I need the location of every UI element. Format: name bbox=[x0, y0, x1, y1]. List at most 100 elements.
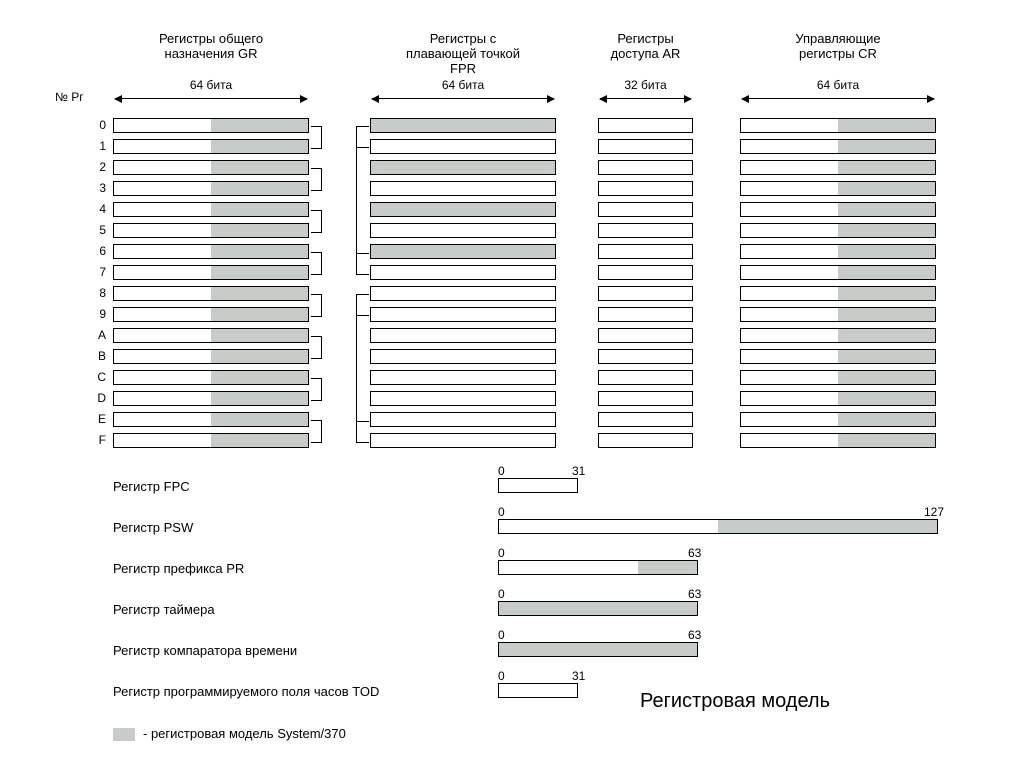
row-label-5: 5 bbox=[90, 223, 106, 237]
gr-pair-bracket-3 bbox=[311, 252, 322, 275]
gr-pair-bracket-1 bbox=[311, 168, 322, 191]
special-register-bitnum-3-1: 63 bbox=[688, 587, 701, 601]
gr-register-15 bbox=[113, 433, 309, 448]
ar-register-7 bbox=[598, 265, 693, 280]
gr-register-12 bbox=[113, 370, 309, 385]
special-register-bitnum-3-0: 0 bbox=[498, 587, 505, 601]
fpr-bit-label: 64 бита bbox=[370, 78, 556, 92]
row-label-9: 9 bbox=[90, 307, 106, 321]
special-register-label-0: Регистр FPC bbox=[113, 479, 190, 494]
row-label-14: E bbox=[90, 412, 106, 426]
ar-register-2 bbox=[598, 160, 693, 175]
cr-register-0 bbox=[740, 118, 936, 133]
gr-register-7 bbox=[113, 265, 309, 280]
special-register-bitnum-2-0: 0 bbox=[498, 546, 505, 560]
row-label-6: 6 bbox=[90, 244, 106, 258]
legend-swatch bbox=[113, 728, 135, 741]
gr-register-10 bbox=[113, 328, 309, 343]
special-register-bitnum-2-1: 63 bbox=[688, 546, 701, 560]
cr-register-7 bbox=[740, 265, 936, 280]
special-register-bitnum-0-1: 31 bbox=[572, 464, 585, 478]
fpr-group-bracket-1 bbox=[356, 147, 369, 275]
gr-pair-bracket-5 bbox=[311, 336, 322, 359]
ar-register-15 bbox=[598, 433, 693, 448]
cr-register-12 bbox=[740, 370, 936, 385]
ar-register-12 bbox=[598, 370, 693, 385]
fpr-width-arrow bbox=[372, 98, 554, 99]
fpr-register-9 bbox=[370, 307, 556, 322]
row-label-13: D bbox=[90, 391, 106, 405]
ar-register-1 bbox=[598, 139, 693, 154]
row-label-2: 2 bbox=[90, 160, 106, 174]
special-register-box-1 bbox=[498, 519, 938, 534]
special-register-bitnum-4-0: 0 bbox=[498, 628, 505, 642]
cr-register-4 bbox=[740, 202, 936, 217]
row-label-7: 7 bbox=[90, 265, 106, 279]
gr-header: Регистры общегоназначения GR bbox=[113, 32, 309, 62]
cr-register-1 bbox=[740, 139, 936, 154]
cr-register-5 bbox=[740, 223, 936, 238]
gr-register-1 bbox=[113, 139, 309, 154]
cr-width-arrow bbox=[742, 98, 934, 99]
fpr-register-13 bbox=[370, 391, 556, 406]
special-register-label-3: Регистр таймера bbox=[113, 602, 215, 617]
gr-register-13 bbox=[113, 391, 309, 406]
ar-register-11 bbox=[598, 349, 693, 364]
special-register-label-5: Регистр программируемого поля часов TOD bbox=[113, 684, 379, 699]
gr-register-9 bbox=[113, 307, 309, 322]
ar-register-0 bbox=[598, 118, 693, 133]
gr-width-arrow bbox=[115, 98, 307, 99]
gr-register-6 bbox=[113, 244, 309, 259]
cr-register-11 bbox=[740, 349, 936, 364]
fpr-register-10 bbox=[370, 328, 556, 343]
cr-register-3 bbox=[740, 181, 936, 196]
fpr-register-6 bbox=[370, 244, 556, 259]
fpr-register-4 bbox=[370, 202, 556, 217]
gr-register-4 bbox=[113, 202, 309, 217]
fpr-register-7 bbox=[370, 265, 556, 280]
gr-register-11 bbox=[113, 349, 309, 364]
ar-register-5 bbox=[598, 223, 693, 238]
gr-register-3 bbox=[113, 181, 309, 196]
special-register-label-1: Регистр PSW bbox=[113, 520, 193, 535]
special-register-label-2: Регистр префикса PR bbox=[113, 561, 244, 576]
fpr-register-11 bbox=[370, 349, 556, 364]
ar-register-3 bbox=[598, 181, 693, 196]
gr-pair-bracket-0 bbox=[311, 126, 322, 149]
gr-pair-bracket-2 bbox=[311, 210, 322, 233]
gr-pair-bracket-6 bbox=[311, 378, 322, 401]
cr-register-2 bbox=[740, 160, 936, 175]
cr-register-14 bbox=[740, 412, 936, 427]
fpr-register-8 bbox=[370, 286, 556, 301]
row-label-0: 0 bbox=[90, 118, 106, 132]
ar-header: Регистрыдоступа AR bbox=[598, 32, 693, 62]
special-register-label-4: Регистр компаратора времени bbox=[113, 643, 297, 658]
special-register-bitnum-1-0: 0 bbox=[498, 505, 505, 519]
gr-register-14 bbox=[113, 412, 309, 427]
gr-register-5 bbox=[113, 223, 309, 238]
fpr-register-12 bbox=[370, 370, 556, 385]
fpr-group-bracket-3 bbox=[356, 315, 369, 443]
cr-register-13 bbox=[740, 391, 936, 406]
fpr-register-14 bbox=[370, 412, 556, 427]
special-register-bitnum-0-0: 0 bbox=[498, 464, 505, 478]
ar-register-10 bbox=[598, 328, 693, 343]
ar-register-4 bbox=[598, 202, 693, 217]
gr-register-2 bbox=[113, 160, 309, 175]
special-register-box-4 bbox=[498, 642, 698, 657]
legend-text: - регистровая модель System/370 bbox=[143, 726, 346, 741]
ar-register-13 bbox=[598, 391, 693, 406]
cr-register-8 bbox=[740, 286, 936, 301]
row-label-10: A bbox=[90, 328, 106, 342]
special-register-bitnum-5-0: 0 bbox=[498, 669, 505, 683]
cr-register-10 bbox=[740, 328, 936, 343]
gr-pair-bracket-7 bbox=[311, 420, 322, 443]
ar-bit-label: 32 бита bbox=[598, 78, 693, 92]
cr-register-9 bbox=[740, 307, 936, 322]
fpr-register-0 bbox=[370, 118, 556, 133]
ar-register-6 bbox=[598, 244, 693, 259]
special-register-box-2 bbox=[498, 560, 698, 575]
gr-register-8 bbox=[113, 286, 309, 301]
row-label-12: C bbox=[90, 370, 106, 384]
fpr-register-2 bbox=[370, 160, 556, 175]
